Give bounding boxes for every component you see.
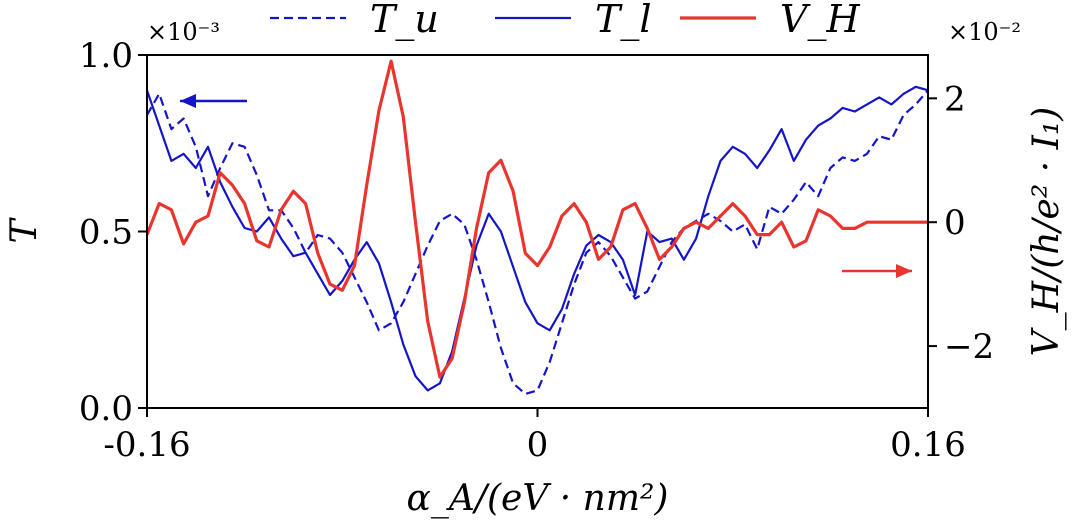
legend-label-vh: V_H — [780, 0, 860, 42]
y-right-scale-note: ×10⁻² — [948, 18, 1021, 46]
y-right-axis-label: V_H/(h/e² · I₁) — [1026, 107, 1067, 357]
right-axis-arrow — [842, 264, 912, 278]
y-left-tick-label: 1.0 — [79, 36, 133, 76]
y-right-tick-label: 0 — [944, 203, 966, 243]
annotations — [180, 94, 912, 278]
series-line-tu — [147, 89, 928, 395]
right-axis-arrow-head — [896, 264, 912, 278]
y-right-tick-label: −2 — [944, 327, 994, 367]
x-tick-label: 0 — [527, 425, 549, 465]
y-left-tick-label: 0.5 — [79, 213, 133, 253]
series-line-vh — [147, 59, 928, 379]
series-line-tl — [147, 85, 928, 392]
legend-label-tl: T_l — [595, 0, 652, 42]
y-right-tick-label: 2 — [944, 79, 966, 119]
y-left-tick-label: 0.0 — [79, 389, 133, 429]
y-left-axis-label: T — [4, 217, 45, 244]
left-axis-arrow — [180, 94, 247, 108]
x-tick-label: 0.16 — [890, 425, 966, 465]
legend-label-tu: T_u — [370, 0, 439, 42]
x-tick-label: -0.16 — [103, 425, 190, 465]
y-left-scale-note: ×10⁻³ — [147, 18, 220, 46]
left-axis-arrow-head — [180, 94, 196, 108]
legend: T_u T_l V_H — [270, 0, 860, 42]
x-axis-label: α_A/(eV · nm²) — [407, 478, 669, 519]
plot-area — [147, 59, 928, 395]
axes: -0.16 0 0.16 0.0 0.5 1.0 −2 0 2 α_A/(eV · nm²) T V_… — [4, 18, 1067, 519]
